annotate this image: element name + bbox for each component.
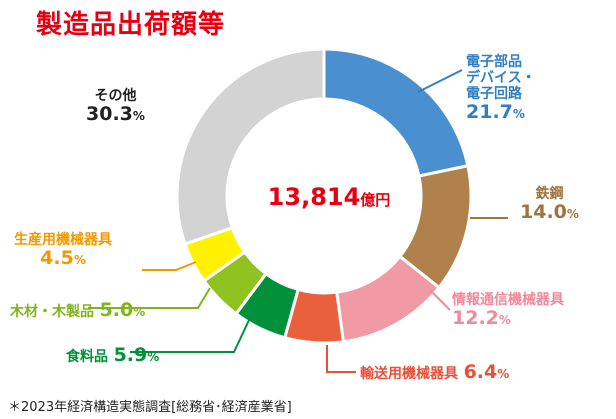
leader-line [429,289,451,311]
label-electronics: 電子部品 デバイス・ 電子回路 21.7% [466,54,536,124]
leader-line [417,69,463,93]
center-total: 13,814億円 [244,183,414,211]
leader-line [326,345,356,373]
leader-line [130,317,251,353]
label-wood: 木材・木製品 5.0% [10,299,146,322]
label-transport: 輸送用機械器具 6.4% [360,361,510,384]
label-value: 21.7% [466,101,525,124]
label-name: 電子回路 [466,86,522,103]
label-name: その他 [94,88,137,104]
label-name: 食料品 [66,349,108,365]
center-unit: 億円 [360,191,391,209]
label-name: 生産用機械器具 [14,232,112,248]
label-value: 12.2% [452,307,511,330]
footnote: ＊2023年経済構造実態調査[総務省･経済産業省] [8,400,292,415]
label-food: 食料品 5.9% [66,344,160,367]
label-name: 輸送用機械器具 [360,366,458,382]
label-name: 電子部品 [466,54,522,70]
label-value: 5.0% [99,299,146,321]
center-value: 13,814 [267,183,361,211]
label-name: 木材・木製品 [10,304,94,320]
label-name: 鉄鋼 [535,186,564,202]
label-other: その他 30.3% [86,88,145,126]
leader-line [88,287,211,309]
chart-title: 製造品出荷額等 [36,10,226,40]
donut-slice [322,47,470,178]
label-production-machinery: 生産用機械器具 4.5% [14,232,112,270]
label-value: 14.0% [520,201,579,224]
label-name: 情報通信機械器具 [452,292,564,308]
label-ict: 情報通信機械器具 12.2% [452,292,564,330]
label-name: デバイス・ [466,70,536,87]
label-value: 6.4% [463,361,510,383]
donut-slice [175,47,326,246]
leader-line [142,261,197,271]
label-value: 30.3% [86,103,145,126]
label-value: 5.9% [113,344,160,366]
label-value: 4.5% [40,247,86,270]
label-steel: 鉄鋼 14.0% [520,186,579,224]
